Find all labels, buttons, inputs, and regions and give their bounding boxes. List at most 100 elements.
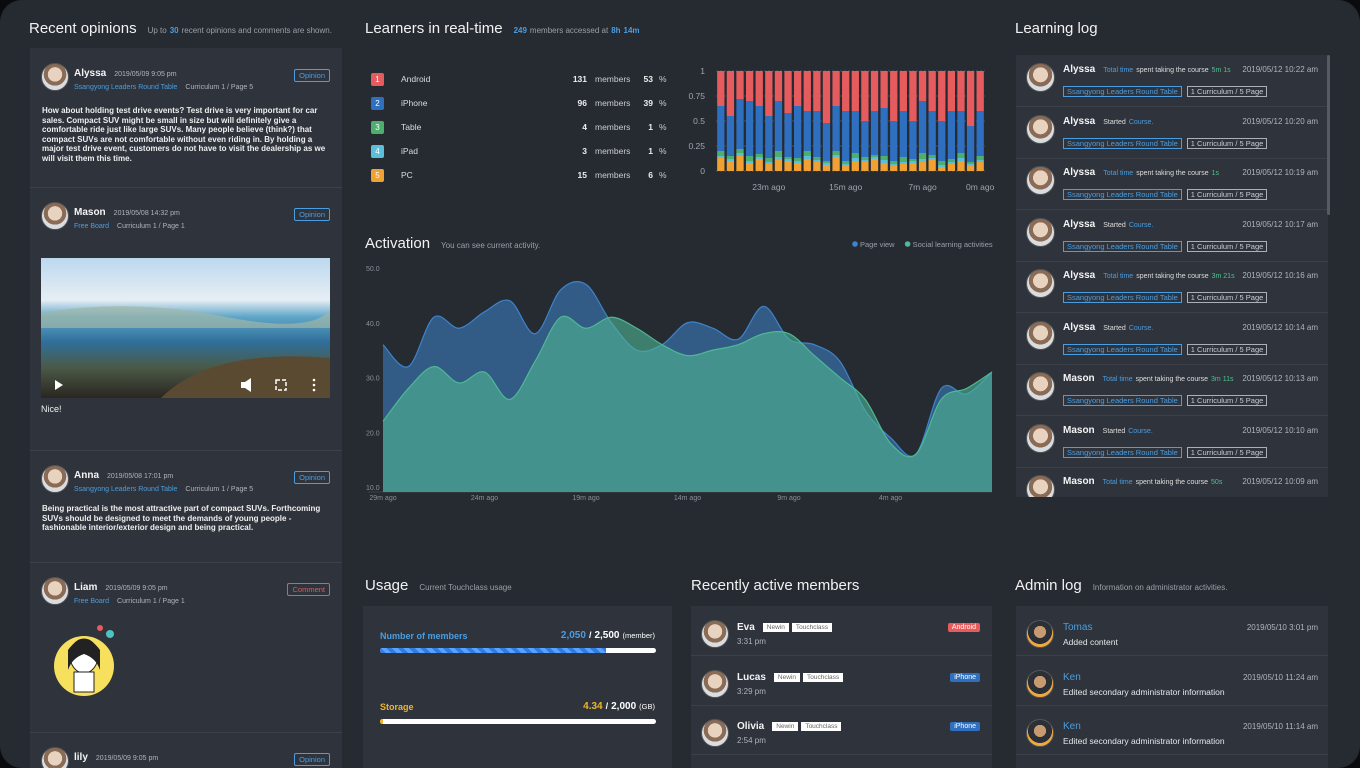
tag: 1 Curriculum / 5 Page — [1186, 137, 1268, 149]
subtitle: Current Touchclass usage — [419, 583, 512, 592]
bar-segment — [909, 121, 917, 159]
line — [382, 280, 993, 457]
chart-subtitle: You can see current activity. — [441, 241, 541, 250]
avatar — [41, 747, 69, 768]
bar-segment — [736, 71, 744, 99]
device-count: 4 — [582, 122, 587, 132]
post-type-badge[interactable]: Comment — [287, 583, 330, 596]
device-percent: 6 — [648, 170, 653, 180]
author-name: Liam — [74, 582, 98, 593]
bar-segment — [803, 111, 811, 151]
avatar — [1026, 620, 1054, 648]
bar-segment — [813, 162, 821, 171]
user-name: Alyssa — [1063, 115, 1096, 127]
y-tick-label: 0 — [700, 166, 705, 176]
usage-unit: (GB) — [639, 702, 655, 711]
bar-segment — [794, 163, 802, 171]
avatar — [1026, 269, 1055, 298]
action-text: spent taking the course — [1136, 170, 1209, 177]
bar-segment — [774, 71, 783, 101]
learning-log-panel: Alyssa Total time spent taking the course 5… — [1016, 55, 1328, 497]
usage-label: Number of members — [380, 631, 468, 641]
member-row: Eva Newin Touchclass 3:31 pm Android — [691, 606, 992, 656]
author-name: lily — [74, 752, 88, 763]
member-tag: Newin — [772, 722, 799, 731]
post-type-badge[interactable]: Opinion — [294, 471, 330, 484]
usage-current: 4.34 — [583, 701, 603, 712]
section-header: Usage Current Touchclass usage — [365, 577, 512, 594]
tag: Ssangyong Leaders Round Table — [1063, 240, 1182, 252]
post-body: Nice! — [41, 404, 62, 414]
bar-segment — [765, 164, 773, 171]
bar-segment — [899, 111, 907, 157]
user-name: Alyssa — [1063, 167, 1096, 178]
y-tick-label: 0.5 — [693, 116, 705, 126]
bar-segment — [755, 71, 763, 106]
count-unit: members — [595, 74, 631, 84]
count-unit: members — [595, 146, 631, 156]
log-tags: Ssangyong Leaders Round Table 1 Curriculu… — [1063, 184, 1272, 202]
subtitle: Up to — [147, 26, 167, 35]
bar-segment — [890, 71, 898, 121]
bar-segment — [726, 161, 735, 171]
admin-name: Ken — [1063, 721, 1081, 732]
bar-segment — [832, 106, 840, 151]
device-name: iPhone — [401, 98, 428, 108]
log-line: Alyssa Started Course. — [1063, 116, 1153, 127]
post-type-badge[interactable]: Opinion — [294, 69, 330, 82]
admin-row: Tomas Added content 2019/05/10 3:01 pm — [1016, 606, 1328, 656]
y-tick-label: 40.0 — [366, 321, 380, 328]
device-badge: Android — [947, 623, 980, 632]
device-count: 131 — [572, 74, 587, 84]
device-rank: 4 — [371, 145, 384, 158]
member-tag: Touchclass — [791, 623, 833, 632]
bar-segment — [928, 158, 936, 160]
bar-segment — [842, 164, 850, 166]
bar-segment — [890, 164, 898, 166]
bar-segment — [976, 111, 984, 156]
admin-row: Ken Edited secondary administrator inform… — [1016, 656, 1328, 706]
bar-segment — [928, 111, 936, 155]
bar-segment — [870, 157, 879, 159]
opinion-card: lily 2019/05/09 9:05 pm Opinion — [30, 732, 342, 768]
percent-unit: % — [659, 122, 667, 132]
post-type-badge[interactable]: Opinion — [294, 753, 330, 766]
member-name: Eva — [737, 622, 755, 633]
action-text: spent taking the course — [1136, 67, 1209, 74]
log-time: 2019/05/12 10:20 am — [1242, 116, 1318, 126]
percent-unit: % — [659, 146, 667, 156]
bar-segment — [784, 161, 792, 171]
avatar — [701, 669, 729, 698]
bar-segment — [861, 162, 869, 171]
action-text: Course. — [1128, 324, 1154, 332]
author-line: Alyssa 2019/05/09 9:05 pm — [74, 68, 177, 79]
author-name: Alyssa — [74, 68, 107, 79]
device-percent: 1 — [648, 122, 653, 132]
bar-segment — [957, 71, 965, 111]
area — [383, 316, 992, 492]
legend-label: Page view — [860, 240, 895, 249]
bar-segment — [813, 157, 821, 160]
tag: Ssangyong Leaders Round Table — [1063, 137, 1182, 149]
avatar — [41, 63, 69, 91]
slash: / — [605, 701, 609, 711]
action-lead: Started — [1103, 118, 1126, 126]
action-lead: Total time — [1103, 67, 1134, 74]
bar-segment — [957, 161, 965, 171]
action-text: spent taking the course — [1135, 479, 1209, 486]
bar-segment — [745, 161, 754, 163]
admin-action: Added content — [1063, 637, 1118, 647]
bar-segment — [755, 106, 763, 154]
member-line: Eva Newin Touchclass — [737, 622, 835, 633]
section-header: Admin log Information on administrator ac… — [1015, 577, 1227, 594]
video-player[interactable] — [41, 258, 330, 398]
log-entry: Mason Started Course. 2019/05/12 10:10 am Ss… — [1016, 416, 1328, 468]
action-lead: Total time — [1102, 376, 1133, 383]
device-name: Table — [401, 122, 422, 132]
tag: 1 Curriculum / 5 Page — [1186, 343, 1268, 355]
avatar — [41, 202, 69, 230]
bar-segment — [890, 161, 898, 164]
post-type-badge[interactable]: Opinion — [294, 208, 330, 221]
post-date: 2019/05/08 14:32 pm — [113, 210, 180, 217]
tag: Ssangyong Leaders Round Table — [1063, 395, 1182, 406]
